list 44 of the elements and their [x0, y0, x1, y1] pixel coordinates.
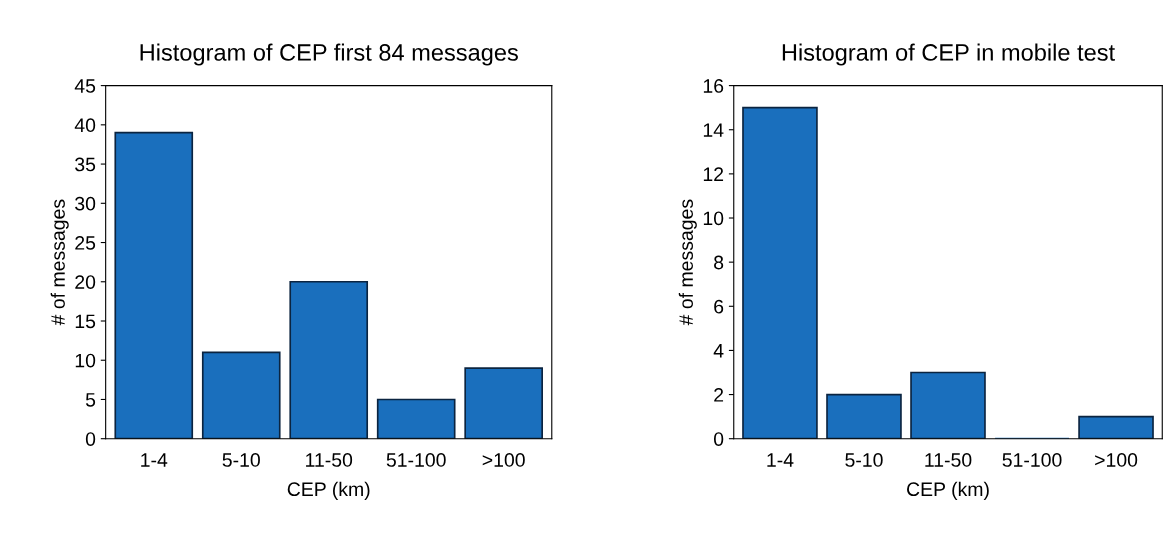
y-axis-title: # of messages: [678, 199, 697, 326]
x-tick-label: 51-100: [386, 453, 446, 467]
bar: [826, 393, 902, 439]
x-tick-label: 1-4: [141, 453, 168, 467]
x-tick-label: 5-10: [845, 453, 883, 467]
y-tick-label: 35: [75, 157, 96, 172]
y-tick-label: 12: [703, 167, 724, 181]
x-tick-label: 11-50: [925, 453, 972, 467]
y-tick-label: 40: [74, 118, 96, 133]
x-axis-title: CEP (km): [287, 481, 370, 500]
y-tick-label: 6: [714, 299, 724, 314]
chart-title: Histogram of CEP first 84 messages: [140, 43, 518, 66]
bar: [289, 280, 369, 439]
bar: [1078, 415, 1154, 439]
bar: [114, 131, 194, 439]
y-tick-label: 45: [74, 79, 96, 93]
bar: [201, 351, 281, 439]
x-tick-label: 11-50: [306, 453, 353, 467]
y-tick-label: 10: [703, 211, 724, 226]
x-tick-label: >100: [482, 453, 525, 467]
y-tick-label: 4: [713, 344, 724, 358]
y-tick-label: 14: [703, 123, 724, 137]
y-tick-label: 8: [714, 255, 724, 270]
y-tick-label: 25: [75, 236, 96, 250]
y-tick-label: 30: [75, 196, 96, 211]
x-tick-label: 51-100: [1002, 453, 1062, 467]
y-tick-label: 20: [75, 275, 96, 289]
bar: [742, 106, 818, 439]
bar: [910, 371, 986, 439]
x-tick-label: 5-10: [222, 453, 260, 467]
bar: [376, 398, 456, 439]
x-axis-title: CEP (km): [907, 481, 989, 500]
y-tick-label: 16: [703, 79, 724, 93]
x-tick-label: >100: [1095, 453, 1138, 467]
x-tick-label: 1-4: [767, 453, 794, 467]
y-tick-label: 2: [714, 388, 724, 402]
chart-title: Histogram of CEP in mobile test: [782, 43, 1115, 66]
y-tick-label: 15: [75, 314, 96, 329]
y-tick-label: 10: [75, 353, 96, 368]
y-tick-label: 0: [713, 432, 724, 446]
y-axis-title: # of messages: [50, 199, 69, 326]
y-tick-label: 5: [85, 393, 96, 407]
bar: [464, 367, 543, 439]
y-tick-label: 0: [85, 432, 96, 446]
